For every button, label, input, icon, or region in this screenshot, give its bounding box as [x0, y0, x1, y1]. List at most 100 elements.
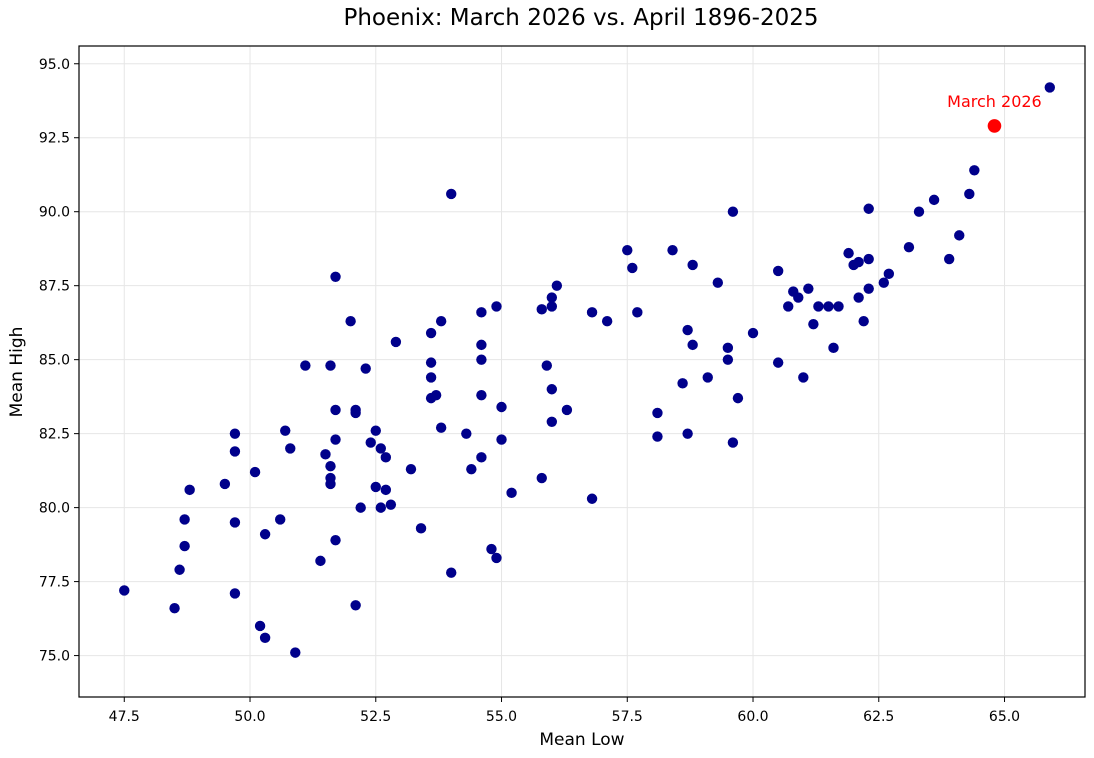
data-point: [747, 327, 759, 339]
data-point: [446, 188, 457, 200]
data-point: [290, 647, 301, 658]
grid-lines: [79, 46, 1085, 697]
plot-area-frame: [78, 45, 1086, 698]
data-point: [702, 372, 713, 383]
data-point: [727, 437, 739, 448]
data-point: [863, 203, 874, 214]
data-point: [632, 307, 643, 318]
data-point: [561, 404, 573, 416]
x-tick-label: 60.0: [737, 709, 768, 725]
chart-title: Phoenix: March 2026 vs. April 1896-2025: [343, 5, 818, 31]
data-point: [365, 437, 376, 448]
data-point: [315, 555, 326, 567]
x-tick-label: 57.5: [612, 709, 643, 725]
data-point: [370, 481, 381, 493]
data-point: [496, 434, 507, 445]
data-point: [546, 384, 558, 395]
data-point: [496, 401, 507, 413]
y-tick-label: 75.0: [39, 649, 70, 665]
x-tick-label: 55.0: [486, 709, 517, 725]
data-point: [682, 324, 693, 336]
data-point: [652, 431, 663, 442]
data-point: [435, 422, 447, 433]
data-point: [259, 632, 271, 644]
data-point: [330, 404, 341, 416]
y-tick-label: 90.0: [39, 205, 70, 221]
highlight-point: [987, 119, 1002, 133]
data-point: [486, 543, 497, 555]
data-point: [798, 372, 809, 383]
data-point: [330, 271, 341, 283]
data-point: [229, 588, 241, 599]
data-point: [954, 230, 965, 241]
data-point: [964, 188, 975, 200]
highlight-label: March 2026: [947, 92, 1042, 111]
data-point: [280, 425, 291, 436]
data-point: [390, 336, 402, 348]
data-point: [928, 194, 940, 206]
y-tick-label: 87.5: [39, 279, 70, 295]
data-point: [461, 428, 472, 439]
data-point: [586, 493, 598, 504]
data-point: [375, 502, 386, 513]
data-point: [546, 292, 558, 303]
data-points: [119, 82, 1055, 658]
data-point: [878, 277, 889, 288]
data-point: [229, 428, 241, 439]
y-tick-label: 85.0: [39, 353, 70, 369]
data-point: [793, 292, 804, 303]
data-point: [259, 529, 271, 540]
data-point: [546, 301, 558, 312]
data-point: [506, 487, 517, 499]
data-point: [823, 301, 834, 312]
data-point: [687, 339, 698, 351]
data-point: [330, 434, 341, 445]
y-tick-label: 77.5: [39, 575, 70, 591]
data-point: [627, 262, 638, 274]
axis-ticks: 47.5 50.0 52.5 55.0 57.5 60.0 62.5 65.0 75.0 77.5…: [39, 57, 1020, 725]
data-point: [325, 460, 336, 472]
data-point: [687, 259, 698, 271]
y-tick-label: 92.5: [39, 131, 70, 147]
data-point: [828, 342, 839, 354]
data-point: [179, 540, 190, 552]
data-point: [969, 165, 980, 176]
data-point: [169, 603, 180, 614]
data-point: [622, 244, 633, 256]
data-point: [345, 315, 356, 327]
data-point: [853, 292, 864, 303]
data-point: [430, 389, 442, 401]
y-tick-label: 80.0: [39, 501, 70, 517]
data-point: [491, 301, 502, 312]
data-point: [275, 514, 286, 525]
data-point: [325, 478, 336, 490]
data-point: [330, 534, 341, 546]
data-point: [727, 206, 739, 217]
data-point: [858, 315, 869, 327]
data-point: [476, 389, 487, 401]
data-point: [249, 466, 261, 478]
data-point: [184, 484, 195, 496]
data-point: [350, 407, 361, 419]
data-point: [536, 304, 547, 315]
y-axis-title: Mean High: [7, 327, 27, 418]
x-axis-title: Mean Low: [539, 730, 624, 750]
data-point: [712, 277, 724, 288]
data-point: [254, 620, 266, 632]
data-point: [229, 517, 241, 528]
data-point: [667, 244, 678, 256]
data-point: [586, 307, 598, 318]
data-point: [425, 327, 437, 339]
highlight-group: March 2026: [947, 92, 1042, 133]
data-point: [813, 301, 824, 312]
data-point: [350, 600, 361, 611]
data-point: [476, 339, 487, 351]
data-point: [360, 363, 371, 374]
data-point: [772, 265, 784, 277]
data-point: [380, 452, 392, 463]
data-point: [446, 567, 457, 578]
data-point: [536, 472, 547, 484]
x-tick-label: 50.0: [234, 709, 265, 725]
